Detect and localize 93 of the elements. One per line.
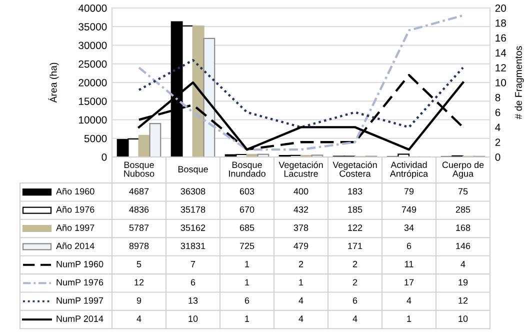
data-label: 31831	[180, 242, 206, 250]
y2-tick-label: 18	[496, 19, 506, 27]
data-label: 685	[240, 224, 254, 231]
legend-label: NumP 2014	[56, 316, 104, 322]
y-tick-label: 10000	[78, 116, 107, 124]
data-label: 400	[294, 188, 308, 195]
data-label: 6	[352, 297, 358, 304]
legend-label: NumP 1997	[56, 297, 104, 304]
data-label: 378	[294, 224, 308, 231]
data-label: 4	[352, 316, 358, 322]
x-tick-label: Vegetación Lacustre	[278, 161, 323, 177]
data-label: 2	[298, 260, 304, 268]
data-label: 479	[294, 242, 308, 250]
data-label: 36308	[180, 188, 206, 195]
data-label: 79	[404, 188, 414, 195]
x-tick-label: Actividad Antrópica	[390, 161, 428, 179]
y2-tick-label: 2	[495, 138, 500, 146]
data-label: 5	[136, 261, 142, 268]
data-label: 5787	[129, 224, 149, 231]
data-label: 432	[294, 206, 308, 213]
data-label: 7	[190, 261, 196, 268]
y2-tick-label: 12	[496, 64, 506, 72]
y2-tick-label: 4	[495, 124, 500, 131]
y-axis-title: Área (ha)	[48, 62, 59, 103]
data-label: 13	[188, 297, 198, 304]
data-label: 19	[458, 279, 468, 286]
data-label: 122	[348, 224, 362, 231]
data-label: 1	[299, 279, 304, 286]
y2-tick-label: 14	[496, 49, 506, 56]
data-label: 10	[188, 316, 198, 322]
y2-tick-label: 6	[495, 108, 500, 116]
data-label: 1	[407, 316, 412, 322]
data-label: 4	[298, 316, 304, 322]
data-label: 35178	[180, 206, 206, 213]
data-label: 6	[406, 242, 412, 250]
legend-label: Año 1960	[56, 188, 94, 195]
data-label: 2	[352, 279, 358, 286]
data-label: 725	[240, 242, 254, 250]
data-label: 168	[456, 224, 470, 231]
data-label: 35162	[180, 224, 206, 231]
data-label: 4	[298, 297, 304, 304]
data-label: 4	[460, 261, 466, 268]
data-label: 670	[240, 206, 254, 213]
x-tick-label: Vegetación Costera	[332, 161, 377, 177]
y2-tick-label: 8	[495, 94, 500, 102]
data-label: 603	[240, 188, 254, 195]
data-label: 183	[348, 188, 362, 195]
data-label: 12	[458, 297, 468, 304]
data-label: 8978	[129, 242, 149, 250]
y-tick-label: 40000	[78, 4, 107, 12]
legend-label: Año 1976	[56, 206, 94, 213]
data-label: 2	[352, 260, 358, 268]
legend-label: NumP 1960	[56, 260, 104, 268]
y2-tick-label: 16	[496, 34, 506, 42]
x-tick-label: Bosque Inundado	[229, 162, 266, 177]
y-tick-label: 25000	[78, 60, 107, 68]
data-label: 4687	[129, 188, 149, 195]
y-tick-label: 5000	[84, 134, 107, 142]
y2-tick-label: 10	[496, 79, 506, 86]
legend-label: Año 1997	[56, 224, 94, 231]
y2-axis-title: # de Fragmentos	[514, 46, 524, 120]
data-label: 11	[405, 261, 414, 268]
data-label: 146	[456, 242, 470, 250]
data-label: 285	[456, 206, 470, 213]
data-label: 17	[404, 279, 414, 286]
y-tick-label: 35000	[78, 23, 107, 30]
y-tick-label: 30000	[78, 42, 107, 50]
data-label: 34	[404, 224, 414, 231]
data-label: 6	[244, 297, 250, 304]
data-label: 75	[458, 188, 468, 195]
data-label: 171	[348, 242, 362, 250]
y2-tick-label: 20	[495, 4, 506, 12]
x-tick-label: Bosque Nuboso	[124, 162, 154, 177]
data-label: 1	[245, 316, 250, 322]
data-label: 10	[458, 316, 468, 322]
data-label: 749	[402, 206, 416, 213]
data-label: 185	[348, 206, 362, 213]
y-tick-label: 20000	[78, 79, 107, 86]
legend-label: NumP 1976	[56, 279, 104, 286]
data-label: 6	[190, 279, 196, 286]
data-label: 4	[136, 316, 142, 322]
data-label: 12	[134, 279, 144, 286]
data-label: 1	[245, 261, 250, 268]
x-tick-label: Bosque	[178, 166, 208, 174]
x-tick-label: Cuerpo de Agua	[442, 161, 484, 179]
data-label: 1	[245, 279, 250, 286]
y2-tick-label: 0	[495, 154, 500, 161]
legend-label: Año 2014	[56, 242, 94, 250]
data-label: 9	[136, 297, 142, 304]
y-tick-label: 0	[102, 154, 107, 161]
data-label: 4836	[129, 206, 149, 213]
y-tick-label: 15000	[78, 98, 107, 105]
data-label: 4	[406, 297, 412, 304]
